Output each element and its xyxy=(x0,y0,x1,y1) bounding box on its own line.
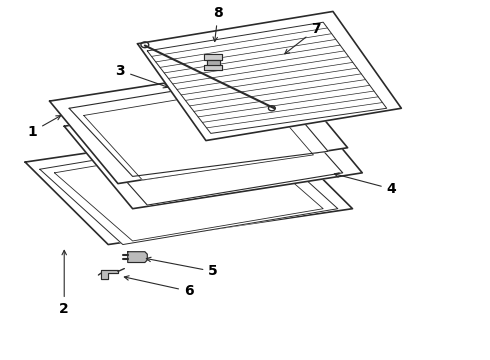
Text: 7: 7 xyxy=(285,22,320,54)
Polygon shape xyxy=(40,134,338,244)
Circle shape xyxy=(159,189,165,193)
Polygon shape xyxy=(64,90,362,209)
Polygon shape xyxy=(128,252,147,262)
Polygon shape xyxy=(54,140,323,241)
Polygon shape xyxy=(204,54,222,60)
Text: 3: 3 xyxy=(116,64,168,88)
Polygon shape xyxy=(138,12,401,140)
Polygon shape xyxy=(220,108,309,151)
Polygon shape xyxy=(25,126,352,244)
Polygon shape xyxy=(49,65,347,184)
Polygon shape xyxy=(84,101,343,205)
Text: 5: 5 xyxy=(147,257,218,278)
Polygon shape xyxy=(204,64,222,69)
Text: 6: 6 xyxy=(124,276,194,298)
Polygon shape xyxy=(147,22,387,134)
Polygon shape xyxy=(69,76,328,176)
Polygon shape xyxy=(84,87,314,180)
Text: 8: 8 xyxy=(213,6,223,41)
Text: 1: 1 xyxy=(27,116,61,139)
Polygon shape xyxy=(94,123,216,173)
Polygon shape xyxy=(101,270,118,279)
Polygon shape xyxy=(207,60,220,64)
Text: 2: 2 xyxy=(59,250,69,316)
Text: 4: 4 xyxy=(334,173,396,196)
